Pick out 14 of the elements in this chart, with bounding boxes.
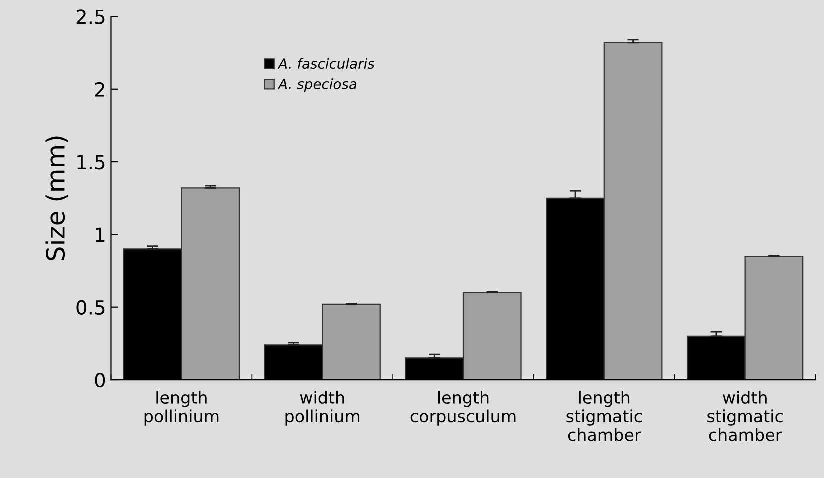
- x-tick-label: length corpusculum: [410, 391, 516, 426]
- y-tick-label: 2: [95, 82, 104, 97]
- legend-label: A. speciosa: [278, 78, 357, 92]
- x-tick-label: width stigmatic chamber: [708, 391, 783, 442]
- y-tick-label: 0: [95, 372, 106, 388]
- x-tick-label: length pollinium: [144, 391, 219, 426]
- y-tick-label: 1: [96, 228, 105, 242]
- y-tick-label: 2.5: [76, 10, 105, 24]
- y-axis-title: Size (mm): [46, 136, 68, 260]
- x-tick-label: length stigmatic chamber: [566, 391, 642, 442]
- x-tick-label: width pollinium: [286, 391, 360, 426]
- y-tick-label: 1.5: [78, 155, 105, 170]
- y-tick-label: 0.5: [76, 300, 105, 316]
- legend-label: A. fascicularis: [278, 58, 375, 70]
